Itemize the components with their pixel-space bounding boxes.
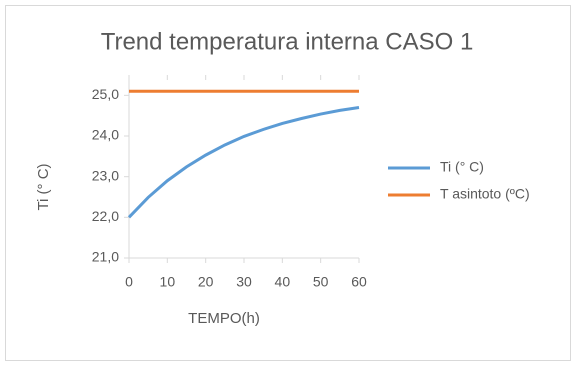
legend-label: T asintoto (ºC): [440, 186, 530, 202]
x-axis-label: TEMPO(h): [188, 310, 260, 327]
chart-title: Trend temperatura interna CASO 1: [101, 28, 474, 55]
y-tick-label: 21,0: [92, 249, 119, 265]
y-tick-label: 25,0: [92, 86, 119, 102]
x-tick-label: 20: [198, 274, 214, 290]
chart-frame: [5, 5, 571, 361]
x-tick-label: 0: [125, 274, 133, 290]
y-tick-label: 23,0: [92, 167, 119, 183]
series-line: [127, 106, 360, 219]
x-tick-label: 60: [351, 274, 367, 290]
x-tick-label: 10: [160, 274, 176, 290]
y-tick-label: 22,0: [92, 208, 119, 224]
y-axis-label: Ti (° C): [35, 163, 52, 210]
x-tick-label: 40: [275, 274, 291, 290]
legend-label: Ti (° C): [440, 159, 484, 175]
x-tick-label: 50: [313, 274, 329, 290]
x-tick-label: 30: [236, 274, 252, 290]
y-tick-label: 24,0: [92, 127, 119, 143]
